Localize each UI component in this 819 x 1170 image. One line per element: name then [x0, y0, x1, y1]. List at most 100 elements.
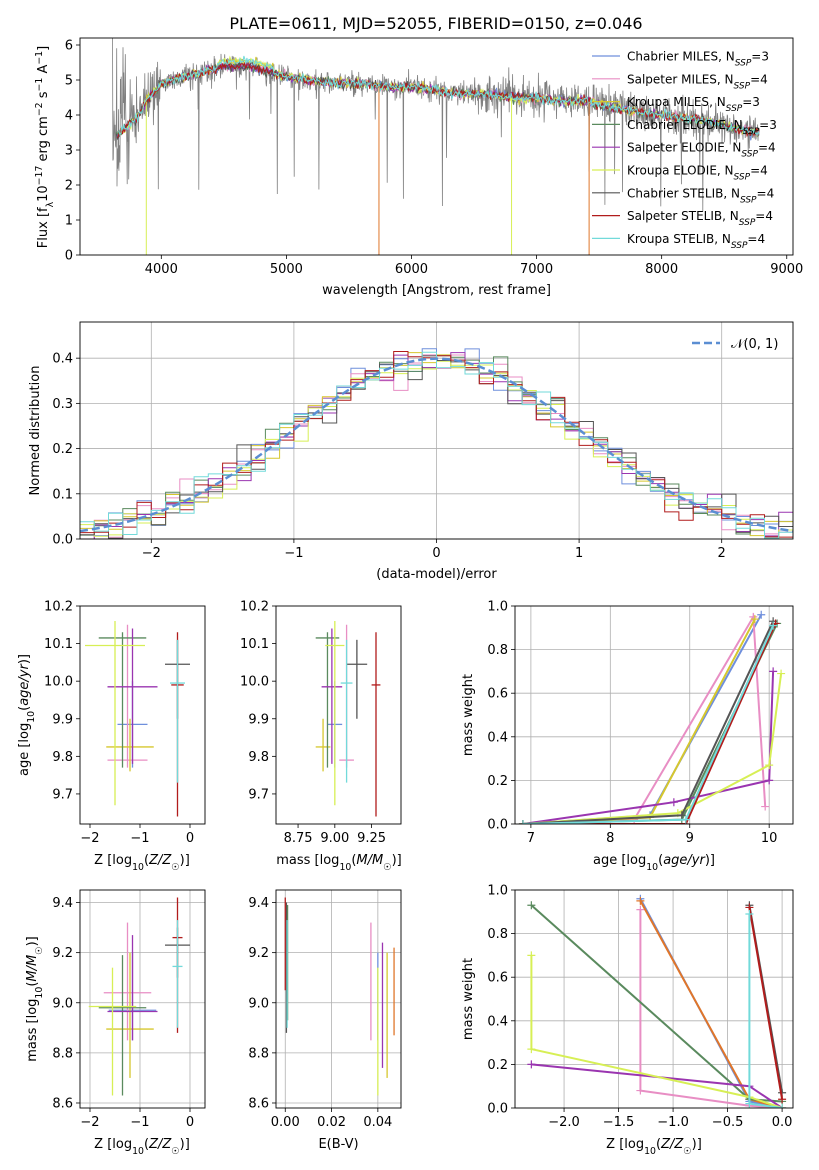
- x-tick-label: 2: [718, 546, 726, 561]
- y-tick-label: 10.2: [44, 600, 73, 615]
- plot-area: [112, 38, 760, 255]
- figure-title: PLATE=0611, MJD=52055, FIBERID=0150, z=0…: [229, 14, 642, 33]
- weight-marker-kroupa-miles: [750, 615, 759, 624]
- weight-line-salpeter-elodie: [531, 1063, 783, 1108]
- weight-marker-chabrier-miles: [757, 610, 766, 619]
- y-tick-label: 9.2: [52, 946, 73, 961]
- y-tick-label: 0.0: [487, 818, 508, 833]
- x-tick-label: 0.02: [317, 1115, 346, 1130]
- mass-vs-ebv-panel: 0.00 0.02 0.04 8.6 8.8 9.0 9.2 9.4 E(B-V): [248, 889, 402, 1152]
- label-part: (: [656, 1137, 661, 1152]
- weight-marker-salpeter-elodie: [527, 1060, 536, 1069]
- x-tick-label: 7000: [520, 262, 553, 277]
- weight-marker-kroupa-stelib: [769, 621, 778, 630]
- legend-nssp: 4: [765, 209, 773, 223]
- x-tick-label: −2: [142, 546, 161, 561]
- legend-eq: =: [750, 164, 760, 178]
- y-axis-label: mass weight: [461, 958, 476, 1040]
- legend-name: Kroupa ELODIE: [627, 164, 717, 178]
- residuals-panel: −2 −1 0 1 2 0.0 0.1 0.2 0.3 0.4 (data-model)/error…: [28, 321, 794, 582]
- x-axis-label: (data-model)/error: [376, 567, 497, 582]
- y-tick-label: 8.8: [52, 1046, 73, 1061]
- x-tick-label: 0.00: [271, 1115, 300, 1130]
- label-part: Flux [f: [36, 207, 51, 248]
- x-axis-label: wavelength [Angstrom, rest frame]: [322, 283, 551, 298]
- x-tick-label: 0.0: [772, 1115, 793, 1130]
- legend-nssp: 4: [767, 186, 775, 200]
- y-tick-label: 6: [65, 39, 73, 54]
- label-part: (: [144, 1137, 149, 1152]
- label-part: ☉: [34, 946, 45, 954]
- y-tick-label: 0.8: [487, 643, 508, 658]
- histogram-kroupa-stelib: [80, 351, 793, 539]
- legend-sub: SSP: [734, 81, 751, 91]
- y-tick-label: 9.7: [52, 787, 73, 802]
- y-tick-label: 10.2: [240, 600, 269, 615]
- label-part: 10: [34, 987, 45, 999]
- legend-eq: =: [750, 72, 760, 86]
- y-tick-label: 9.9: [52, 712, 73, 727]
- legend-sub: SSP: [731, 241, 748, 251]
- y-tick-label: 9.8: [248, 750, 269, 765]
- legend-n: , N: [714, 232, 731, 246]
- y-axis-label: mass [log10(M/M☉)]: [25, 936, 45, 1062]
- x-tick-label: −1.5: [603, 1115, 635, 1130]
- y-tick-label: 9.2: [248, 946, 269, 961]
- y-tick-label: 9.0: [52, 996, 73, 1011]
- x-axis-label: E(B-V): [318, 1137, 358, 1152]
- x-tick-label: 7: [527, 831, 535, 846]
- y-tick-label: 9.4: [52, 896, 73, 911]
- weight-marker-kroupa-elodie: [777, 669, 786, 678]
- weight-marker-salpeter-miles: [749, 612, 758, 621]
- label-part: (: [658, 853, 663, 868]
- y-axis-label: mass weight: [461, 674, 476, 756]
- age-vs-mass-panel: 8.75 9.00 9.25 9.7 9.8 9.9 10.0 10.1 10.2 mass [l…: [240, 600, 402, 873]
- label-part: ]: [36, 46, 51, 51]
- plot-area: [284, 897, 395, 1096]
- label-part: age/yr: [663, 853, 706, 868]
- legend-n: , N: [723, 186, 740, 200]
- x-tick-label: 10: [761, 831, 778, 846]
- label-part: ☉: [171, 862, 179, 873]
- label-part: Z/Z: [660, 1137, 684, 1152]
- y-tick-label: 0.4: [52, 352, 73, 367]
- weight-marker-kroupa-stelib: [745, 1099, 754, 1108]
- legend-eq: =: [757, 186, 767, 200]
- axes-frame: [514, 605, 794, 825]
- legend-nssp: 3: [752, 95, 760, 109]
- normal-distribution-curve: [80, 357, 793, 533]
- x-tick-label: −2: [80, 1115, 99, 1130]
- x-tick-label: 9.25: [357, 831, 386, 846]
- y-tick-label: 1: [65, 214, 73, 229]
- weight-line-chabrier-elodie: [530, 904, 783, 1103]
- y-tick-label: 1.0: [487, 600, 508, 615]
- weight-line-salpeter-stelib: [748, 907, 784, 1100]
- legend-n: , N: [717, 164, 734, 178]
- label-part: ☉: [171, 1146, 179, 1157]
- axes-frame: [79, 605, 206, 825]
- axes-frame: [79, 321, 794, 540]
- weight-line-kroupa-elodie: [530, 955, 783, 1108]
- axes-frame: [79, 37, 794, 256]
- label-part: (: [25, 982, 40, 987]
- legend-label-chabrier-elodie: Chabrier ELODIE, NSSP=3: [627, 118, 777, 137]
- weight-marker-salpeter-miles: [761, 802, 770, 811]
- x-tick-label: 9.00: [320, 831, 349, 846]
- weight-line-kroupa-stelib: [748, 914, 783, 1108]
- label-part: mass [log: [276, 853, 339, 868]
- label-part: ☉: [383, 862, 391, 873]
- label-part: )]: [392, 853, 402, 868]
- legend-n: , N: [726, 118, 743, 132]
- weight-line-salpeter-miles: [639, 909, 783, 1108]
- x-axis-label: Z [log10(Z/Z☉)]: [94, 853, 190, 873]
- x-tick-label: 8000: [645, 262, 678, 277]
- weight-line-kroupa-elodie: [522, 673, 783, 824]
- y-tick-label: 0.0: [52, 533, 73, 548]
- y-tick-label: 0.4: [487, 730, 508, 745]
- legend-eq: =: [751, 50, 761, 64]
- label-part: Z [log: [94, 853, 132, 868]
- y-tick-label: 10.0: [240, 675, 269, 690]
- weight-line-salpeter-elodie: [522, 671, 775, 824]
- y-tick-label: 9.8: [52, 750, 73, 765]
- weight-marker-kroupa-stelib: [681, 815, 690, 824]
